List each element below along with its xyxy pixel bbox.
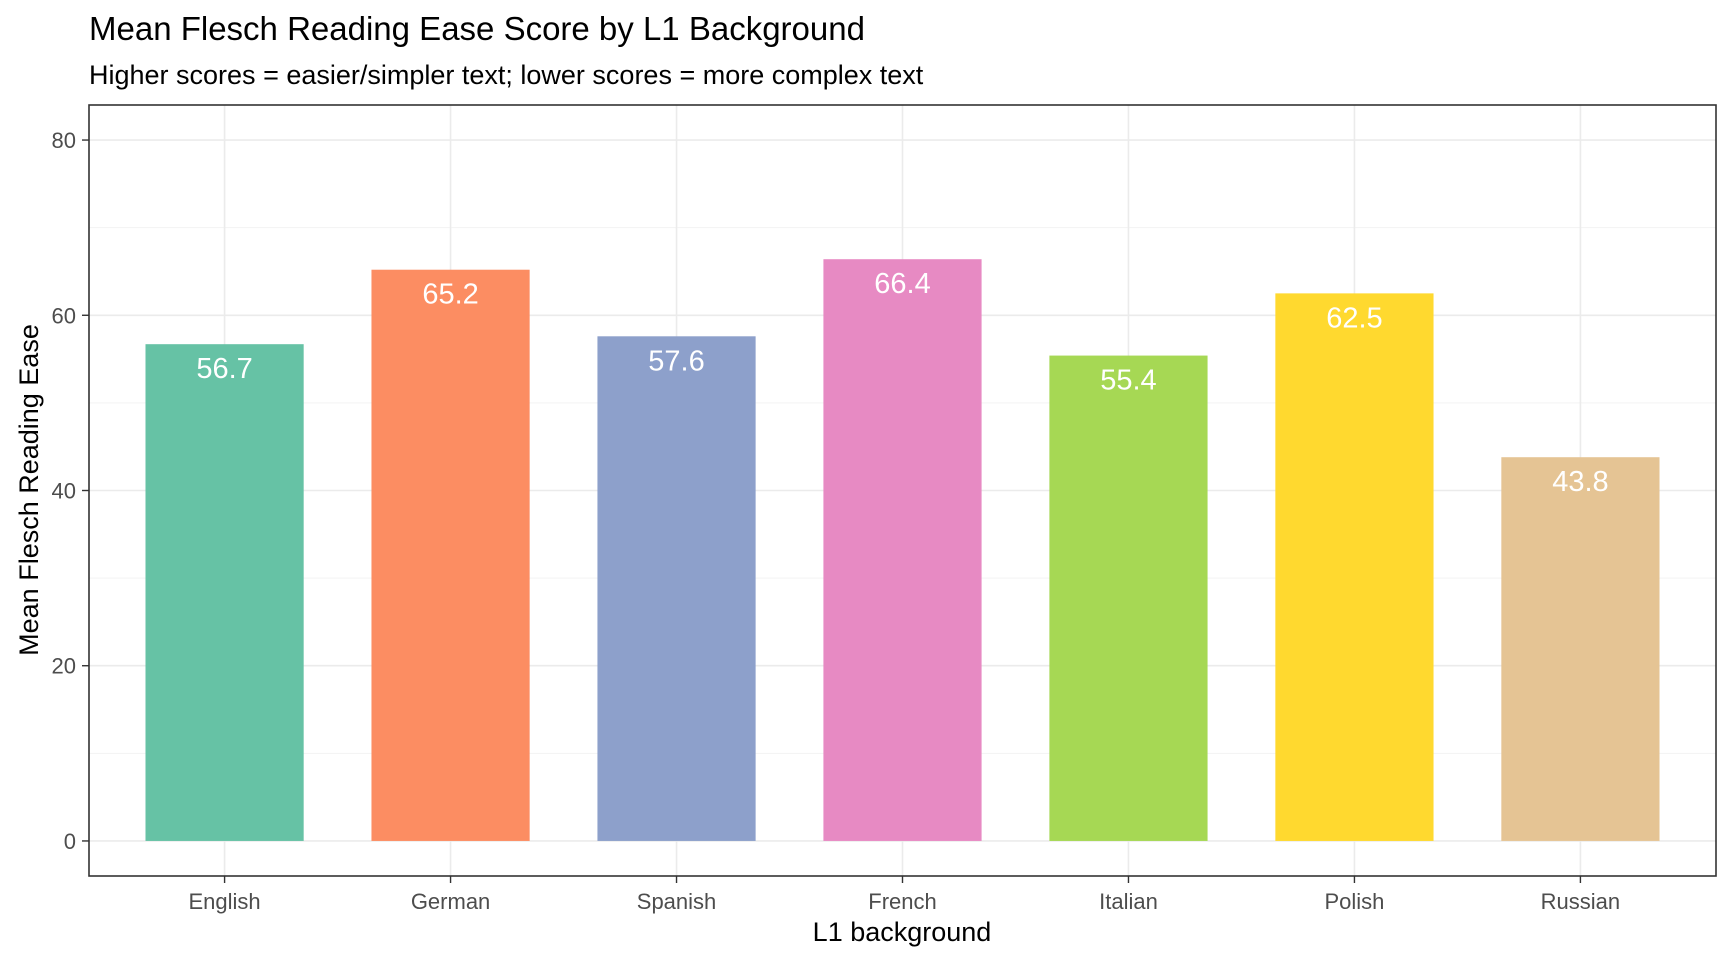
bar-value-label: 62.5 (1326, 302, 1382, 334)
x-tick-label: German (411, 889, 490, 914)
bar-value-label: 55.4 (1100, 365, 1156, 397)
x-axis-title: L1 background (813, 917, 992, 947)
bar-value-label: 43.8 (1552, 466, 1608, 498)
y-tick-label: 80 (52, 128, 76, 153)
x-tick-label: Italian (1099, 889, 1158, 914)
bar-russian (1501, 457, 1660, 841)
bar-value-label: 65.2 (422, 279, 478, 311)
bar-english (145, 344, 304, 841)
bar-german (371, 269, 530, 841)
x-tick-label: English (189, 889, 261, 914)
y-tick-label: 40 (52, 479, 76, 504)
y-tick-label: 20 (52, 654, 76, 679)
bar-spanish (597, 336, 756, 841)
y-axis: 0 20 40 60 80 (52, 128, 89, 854)
x-axis: English German Spanish French Italian Polish R… (189, 876, 1620, 914)
y-axis-title: Mean Flesch Reading Ease (14, 324, 44, 656)
chart-subtitle: Higher scores = easier/simpler text; low… (89, 60, 924, 90)
chart-title: Mean Flesch Reading Ease Score by L1 Bac… (89, 10, 865, 47)
y-tick-label: 0 (64, 829, 76, 854)
bar-polish (1275, 293, 1434, 841)
x-tick-label: French (868, 889, 936, 914)
x-tick-label: Polish (1324, 889, 1384, 914)
x-tick-label: Russian (1541, 889, 1620, 914)
bar-value-label: 57.6 (648, 345, 704, 377)
y-tick-label: 60 (52, 303, 76, 328)
bar-french (823, 259, 982, 841)
bar-value-label: 66.4 (874, 268, 930, 300)
x-tick-label: Spanish (637, 889, 717, 914)
bar-italian (1049, 355, 1208, 841)
bar-value-labels: 56.7 65.2 57.6 66.4 55.4 62.5 43.8 (196, 268, 1608, 498)
bar-value-label: 56.7 (196, 353, 252, 385)
bars (145, 259, 1660, 841)
